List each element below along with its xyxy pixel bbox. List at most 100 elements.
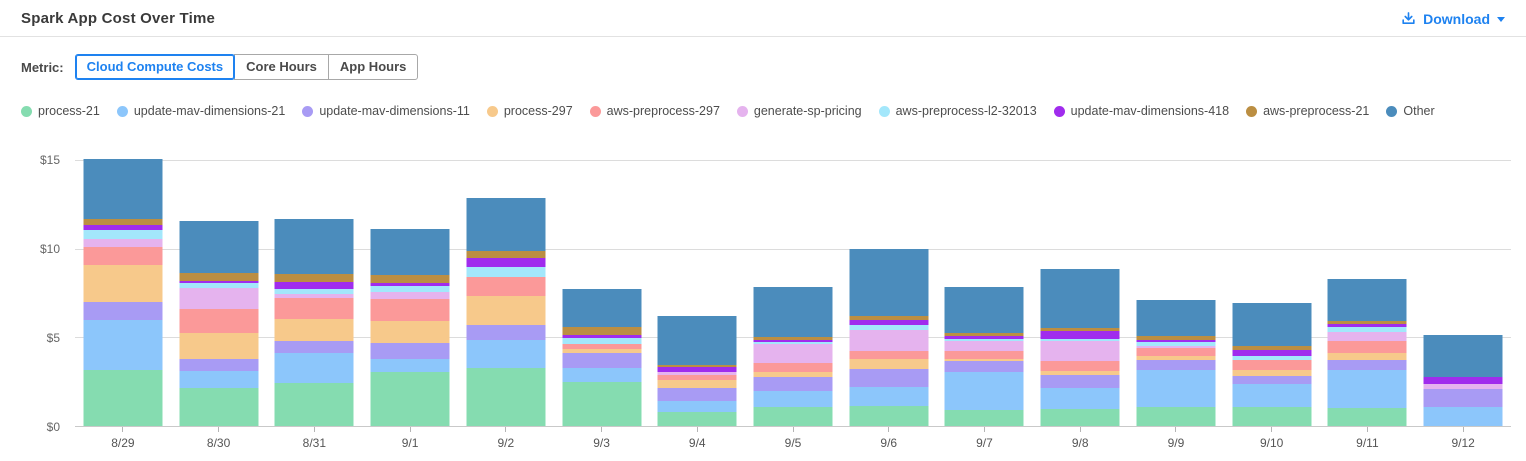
bar-segment-generate-sp-pricing[interactable] bbox=[944, 341, 1024, 351]
bar-segment-update-mav-dimensions-11[interactable] bbox=[849, 369, 929, 387]
bar-segment-aws-preprocess-l2-32013[interactable] bbox=[562, 338, 642, 344]
bar-segment-process-297[interactable] bbox=[1040, 371, 1120, 376]
bar-segment-Other[interactable] bbox=[753, 287, 833, 337]
bar-segment-aws-preprocess-21[interactable] bbox=[466, 250, 546, 259]
bar-segment-Other[interactable] bbox=[83, 158, 163, 220]
bar-segment-process-297[interactable] bbox=[849, 358, 929, 370]
bar-segment-process-21[interactable] bbox=[753, 406, 833, 426]
bar-segment-generate-sp-pricing[interactable] bbox=[370, 291, 450, 300]
bar-segment-process-21[interactable] bbox=[562, 381, 642, 426]
bar-segment-generate-sp-pricing[interactable] bbox=[179, 288, 259, 309]
bar-segment-aws-preprocess-21[interactable] bbox=[370, 275, 450, 284]
bar-segment-update-mav-dimensions-11[interactable] bbox=[1232, 375, 1312, 384]
bar-segment-Other[interactable] bbox=[1423, 335, 1503, 378]
legend-item-Other[interactable]: Other bbox=[1386, 104, 1435, 118]
bar-segment-aws-preprocess-297[interactable] bbox=[274, 298, 354, 319]
bar-segment-aws-preprocess-l2-32013[interactable] bbox=[944, 338, 1024, 342]
bar-segment-generate-sp-pricing[interactable] bbox=[1136, 345, 1216, 348]
bar-segment-update-mav-dimensions-418[interactable] bbox=[179, 281, 259, 283]
bar-segment-process-21[interactable] bbox=[1327, 408, 1407, 426]
bar-segment-update-mav-dimensions-418[interactable] bbox=[753, 339, 833, 342]
bar-segment-process-297[interactable] bbox=[274, 318, 354, 342]
bar-segment-update-mav-dimensions-11[interactable] bbox=[83, 302, 163, 321]
legend-item-generate-sp-pricing[interactable]: generate-sp-pricing bbox=[736, 104, 862, 118]
bar-segment-update-mav-dimensions-11[interactable] bbox=[370, 342, 450, 359]
bar-segment-update-mav-dimensions-418[interactable] bbox=[849, 319, 929, 326]
bar-segment-update-mav-dimensions-11[interactable] bbox=[562, 353, 642, 369]
bar-segment-aws-preprocess-297[interactable] bbox=[1040, 361, 1120, 372]
bar-segment-update-mav-dimensions-21[interactable] bbox=[1423, 407, 1503, 426]
bar-segment-aws-preprocess-297[interactable] bbox=[849, 350, 929, 359]
bar-segment-generate-sp-pricing[interactable] bbox=[83, 239, 163, 247]
bar-segment-update-mav-dimensions-418[interactable] bbox=[1136, 339, 1216, 343]
bar-segment-update-mav-dimensions-418[interactable] bbox=[1327, 323, 1407, 327]
bar-segment-aws-preprocess-297[interactable] bbox=[370, 299, 450, 321]
bar-segment-process-21[interactable] bbox=[1232, 406, 1312, 426]
bar-segment-aws-preprocess-297[interactable] bbox=[944, 350, 1024, 359]
bar-segment-update-mav-dimensions-21[interactable] bbox=[1327, 370, 1407, 409]
bar-segment-update-mav-dimensions-21[interactable] bbox=[753, 391, 833, 407]
bar-segment-Other[interactable] bbox=[849, 249, 929, 317]
metric-button-cloud-compute-costs[interactable]: Cloud Compute Costs bbox=[74, 54, 236, 80]
bar-segment-aws-preprocess-21[interactable] bbox=[753, 336, 833, 340]
bar-segment-aws-preprocess-21[interactable] bbox=[944, 332, 1024, 337]
bar-segment-aws-preprocess-l2-32013[interactable] bbox=[370, 285, 450, 292]
bar-segment-update-mav-dimensions-418[interactable] bbox=[1232, 349, 1312, 356]
bar-segment-process-297[interactable] bbox=[753, 372, 833, 378]
bar-segment-generate-sp-pricing[interactable] bbox=[274, 293, 354, 299]
bar-segment-update-mav-dimensions-11[interactable] bbox=[1423, 388, 1503, 408]
bar-segment-update-mav-dimensions-21[interactable] bbox=[274, 353, 354, 384]
bar-segment-process-297[interactable] bbox=[83, 265, 163, 303]
bar-segment-process-21[interactable] bbox=[1136, 406, 1216, 426]
bar-segment-aws-preprocess-l2-32013[interactable] bbox=[1136, 342, 1216, 346]
legend-item-update-mav-dimensions-418[interactable]: update-mav-dimensions-418 bbox=[1053, 104, 1229, 118]
bar-segment-process-297[interactable] bbox=[1136, 355, 1216, 361]
bar-segment-process-21[interactable] bbox=[657, 411, 737, 426]
bar-segment-update-mav-dimensions-21[interactable] bbox=[562, 368, 642, 382]
bar-segment-aws-preprocess-l2-32013[interactable] bbox=[1040, 338, 1120, 342]
bar-segment-update-mav-dimensions-21[interactable] bbox=[1040, 388, 1120, 410]
bar-segment-update-mav-dimensions-11[interactable] bbox=[1327, 359, 1407, 371]
bar-segment-process-297[interactable] bbox=[179, 333, 259, 360]
bar-segment-Other[interactable] bbox=[370, 229, 450, 276]
bar-segment-aws-preprocess-297[interactable] bbox=[1327, 341, 1407, 353]
bar-segment-generate-sp-pricing[interactable] bbox=[657, 372, 737, 376]
bar-segment-update-mav-dimensions-418[interactable] bbox=[83, 225, 163, 230]
bar-segment-update-mav-dimensions-418[interactable] bbox=[274, 281, 354, 289]
bar-segment-update-mav-dimensions-11[interactable] bbox=[657, 388, 737, 401]
bar-segment-update-mav-dimensions-418[interactable] bbox=[1423, 377, 1503, 384]
bar-segment-process-297[interactable] bbox=[562, 348, 642, 354]
bar-segment-Other[interactable] bbox=[274, 219, 354, 275]
bar-segment-update-mav-dimensions-11[interactable] bbox=[1040, 375, 1120, 389]
bar-segment-aws-preprocess-21[interactable] bbox=[1136, 336, 1216, 340]
bar-segment-aws-preprocess-l2-32013[interactable] bbox=[1232, 355, 1312, 360]
bar-segment-aws-preprocess-21[interactable] bbox=[274, 274, 354, 282]
bar-segment-aws-preprocess-297[interactable] bbox=[179, 308, 259, 334]
bar-segment-Other[interactable] bbox=[1327, 279, 1407, 321]
bar-segment-update-mav-dimensions-21[interactable] bbox=[1136, 370, 1216, 407]
bar-segment-aws-preprocess-21[interactable] bbox=[1232, 345, 1312, 350]
bar-segment-aws-preprocess-21[interactable] bbox=[562, 326, 642, 335]
bar-segment-Other[interactable] bbox=[944, 287, 1024, 333]
bar-segment-process-21[interactable] bbox=[370, 371, 450, 426]
bar-segment-update-mav-dimensions-11[interactable] bbox=[753, 377, 833, 392]
bar-segment-update-mav-dimensions-418[interactable] bbox=[562, 334, 642, 339]
bar-segment-aws-preprocess-297[interactable] bbox=[466, 276, 546, 296]
bar-segment-update-mav-dimensions-21[interactable] bbox=[179, 370, 259, 388]
bar-segment-aws-preprocess-21[interactable] bbox=[1327, 320, 1407, 324]
legend-item-aws-preprocess-l2-32013[interactable]: aws-preprocess-l2-32013 bbox=[878, 104, 1037, 118]
bar-segment-process-21[interactable] bbox=[1040, 409, 1120, 426]
bar-segment-update-mav-dimensions-21[interactable] bbox=[370, 358, 450, 372]
legend-item-process-297[interactable]: process-297 bbox=[486, 104, 573, 118]
bar-segment-aws-preprocess-l2-32013[interactable] bbox=[753, 341, 833, 345]
metric-button-core-hours[interactable]: Core Hours bbox=[234, 54, 329, 80]
bar-segment-process-21[interactable] bbox=[944, 410, 1024, 426]
bar-segment-aws-preprocess-21[interactable] bbox=[657, 365, 737, 368]
bar-segment-update-mav-dimensions-418[interactable] bbox=[657, 367, 737, 373]
bar-segment-process-297[interactable] bbox=[1232, 369, 1312, 376]
bar-segment-update-mav-dimensions-21[interactable] bbox=[849, 386, 929, 406]
bar-segment-process-297[interactable] bbox=[1327, 352, 1407, 360]
bar-segment-process-21[interactable] bbox=[179, 387, 259, 426]
bar-segment-update-mav-dimensions-11[interactable] bbox=[274, 341, 354, 354]
bar-segment-aws-preprocess-297[interactable] bbox=[83, 246, 163, 266]
